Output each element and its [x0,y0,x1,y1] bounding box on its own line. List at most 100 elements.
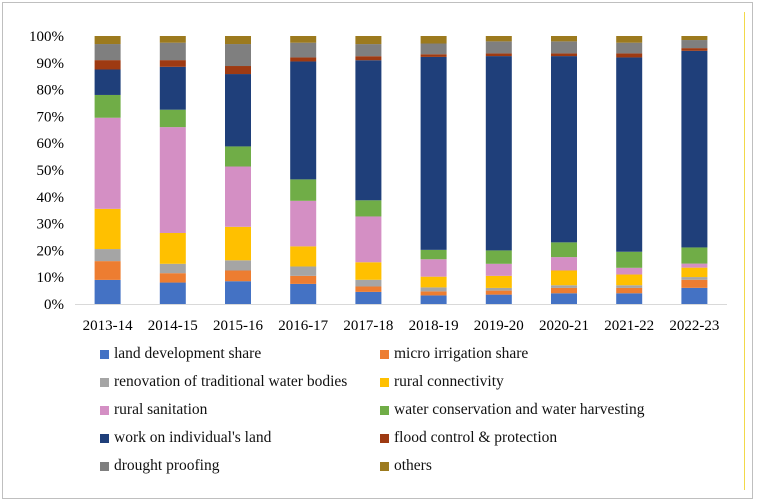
bar-segment [681,279,708,288]
bar-segment [616,274,643,286]
bar-segment [290,283,317,304]
bar-segment [225,226,251,261]
stacked-bar-chart: 0% 10% 20% 30% 40% 50% 60% 70% 80% 90% 100% 2013-1… [29,29,727,334]
bar-segment [420,36,447,44]
y-tick-label: 80% [37,83,65,99]
legend-swatch [380,461,389,471]
bar-segment [681,247,708,264]
bar-segment [94,208,121,250]
legend-label: rural sanitation [114,401,208,418]
legend-label: renovation of traditional water bodies [114,373,348,390]
bar-segment [616,251,643,268]
legend-item: land development share [100,345,261,363]
bar-segment [94,69,121,95]
bar-segment [485,250,512,264]
bar-segment [94,117,121,209]
x-tick-label: 2021-22 [604,318,654,334]
y-tick-label: 60% [37,136,65,152]
bars [94,36,708,304]
bar-segment [420,295,447,304]
legend-swatch [100,433,109,443]
bar-segment [485,41,512,54]
bar-segment [420,54,447,57]
y-tick-label: 20% [37,243,65,259]
y-tick-label: 0% [44,297,64,313]
bar-segment [681,263,708,268]
bar-segment [355,36,382,45]
bar-segment [681,277,708,280]
bar-segment [485,294,512,304]
legend-label: rural connectivity [394,373,504,390]
legend-swatch [380,377,389,387]
legend-label: others [394,457,432,474]
bar-segment [290,57,317,62]
bar-segment [551,56,577,243]
bar-segment [551,242,577,258]
bar-segment [551,41,577,54]
bar-segment [420,276,447,288]
bar-segment [420,43,447,55]
bar-segment [355,286,382,292]
legend-swatch [380,433,389,443]
bar-segment [225,270,251,282]
bar-segment [616,53,643,58]
bar-segment [485,275,512,288]
bar-segment [290,179,317,201]
bar-segment [159,36,186,43]
bar-segment [290,266,317,276]
bar-segment [94,261,121,280]
x-tick-label: 2020-21 [539,318,589,334]
legend-label: micro irrigation share [394,345,529,362]
bar-segment [551,287,577,294]
y-tick-label: 90% [37,56,65,72]
bar-segment [355,216,382,263]
y-tick-label: 10% [37,270,65,286]
bar-segment [616,287,643,294]
legend-label: flood control & protection [394,429,558,446]
bar-segment [355,200,382,217]
bar-segment [225,44,251,67]
bar-segment [94,36,121,45]
bar-segment [551,36,577,42]
bar-segment [420,56,447,250]
legend-item: flood control & protection [380,429,557,447]
bar-segment [420,287,447,292]
bar-segment [485,263,512,276]
x-tick-label: 2014-15 [148,318,198,334]
bar-segment [159,232,186,264]
y-tick-label: 70% [37,109,65,125]
bar-segment [290,61,317,180]
bar-segment [290,36,317,43]
legend-item: renovation of traditional water bodies [100,373,347,391]
bar-segment [551,257,577,271]
bar-segment [420,291,447,296]
bar-segment [551,270,577,286]
bar-segment [159,42,186,61]
bar-segment [94,60,121,70]
bar-segment [681,40,708,49]
legend-label: land development share [114,345,262,362]
bar-segment [485,290,512,295]
bar-segment [551,285,577,288]
bar-segment [355,56,382,61]
bar-segment [681,48,708,51]
bar-segment [616,57,643,252]
bar-segment [94,94,121,118]
bar-segment [420,259,447,277]
bar-segment [551,53,577,57]
legend-item: rural sanitation [100,401,207,419]
bar-segment [681,287,708,304]
bar-segment [225,166,251,227]
bar-segment [355,60,382,201]
bar-segment [355,291,382,304]
x-tick-label: 2018-19 [409,318,459,334]
y-tick-label: 100% [29,29,64,45]
bar-segment [681,50,708,248]
bar-segment [225,36,251,45]
bar-segment [225,146,251,167]
x-tick-label: 2017-18 [343,318,393,334]
bar-segment [225,66,251,75]
bar-segment [681,36,708,41]
bar-segment [290,200,317,247]
bar-segment [225,281,251,304]
